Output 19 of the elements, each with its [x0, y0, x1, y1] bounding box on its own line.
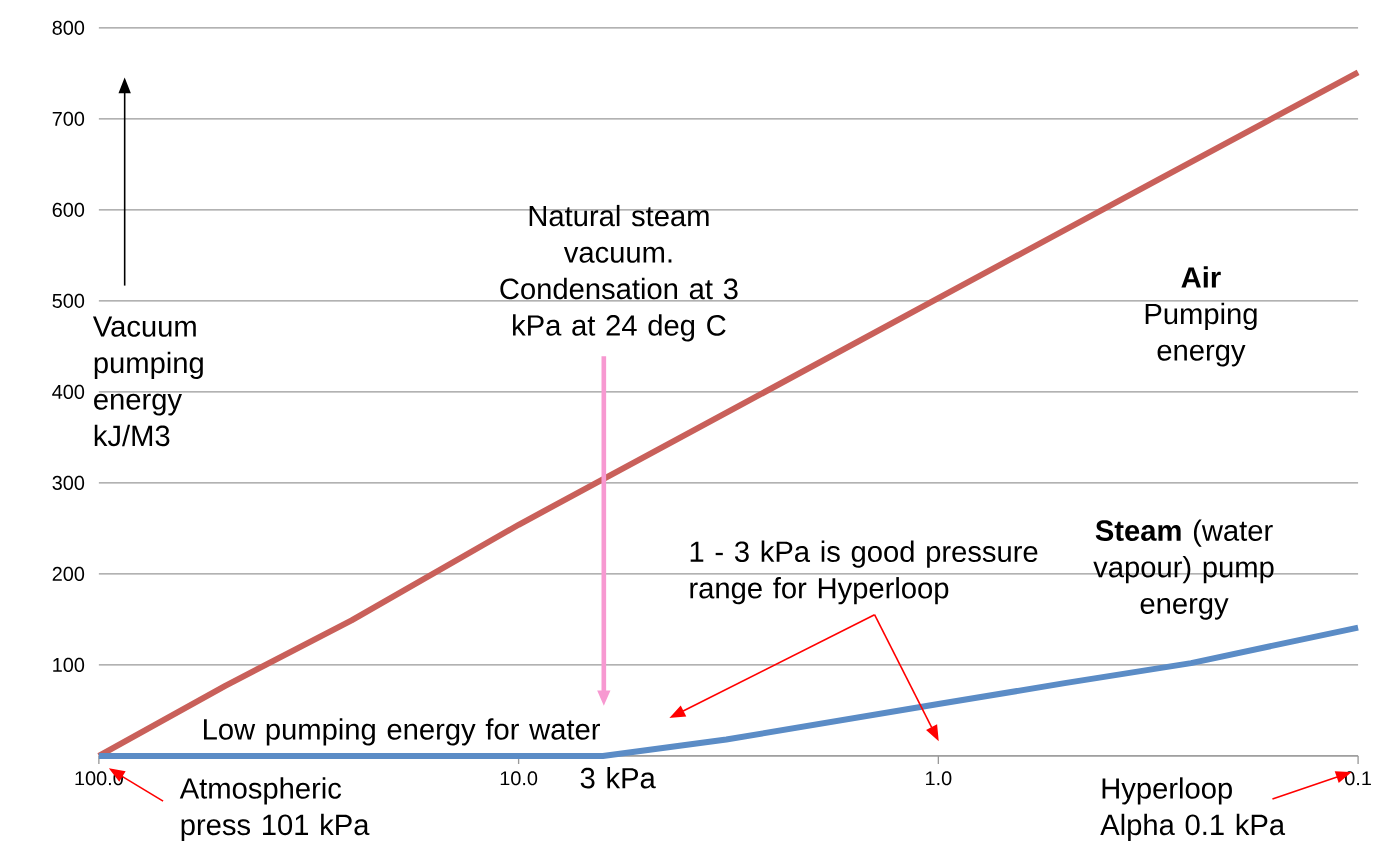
y-tick-label: 600: [52, 202, 85, 217]
text: Atmospheric press 101 kPa: [179, 777, 370, 841]
y-tick-label: 700: [52, 111, 85, 126]
annotation: Low pumping energy for water: [204, 718, 600, 746]
series-label: Steam (water vapour) pump energy: [1093, 519, 1274, 620]
x-tick-label: 10.0: [500, 771, 538, 786]
y-tick-label: 100: [53, 657, 85, 672]
y-tick-label: 200: [52, 566, 85, 581]
text: Air Pumping energy: [1145, 266, 1257, 367]
y-tick-label: 300: [52, 475, 85, 490]
y-tick-label: 400: [52, 384, 85, 399]
x-tick-label: 1.0: [926, 771, 952, 786]
text: Hyperloop Alpha 0.1 kPa: [1100, 777, 1286, 841]
annotation: Natural steam vacuum. Condensation at 3 kPa at 24 deg C: [500, 204, 738, 342]
y-tick-label: 800: [52, 20, 85, 35]
annotation: 1 - 3 kPa is good pressure range for Hyperloop: [690, 540, 1038, 605]
y-axis-title: Vacuum pumping energy kJ/M3: [92, 316, 203, 447]
y-tick-label: 500: [52, 293, 85, 308]
text: 3 kPa: [580, 766, 656, 789]
